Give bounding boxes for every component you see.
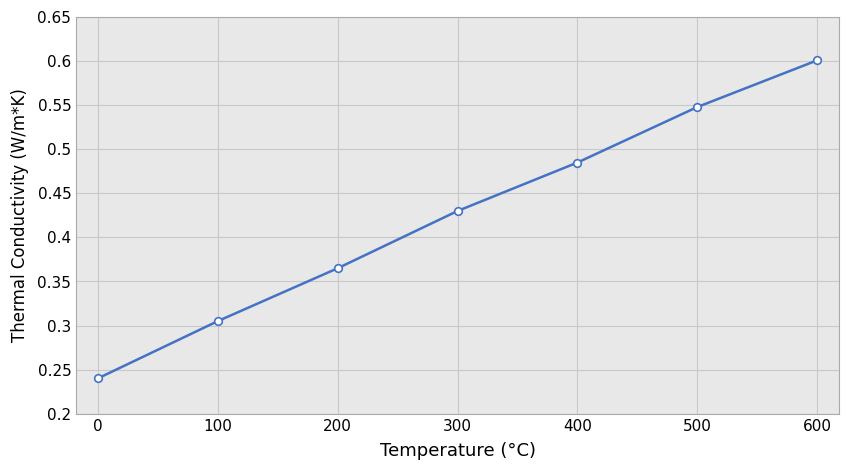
X-axis label: Temperature (°C): Temperature (°C) (380, 442, 536, 460)
Y-axis label: Thermal Conductivity (W/m*K): Thermal Conductivity (W/m*K) (11, 89, 29, 342)
